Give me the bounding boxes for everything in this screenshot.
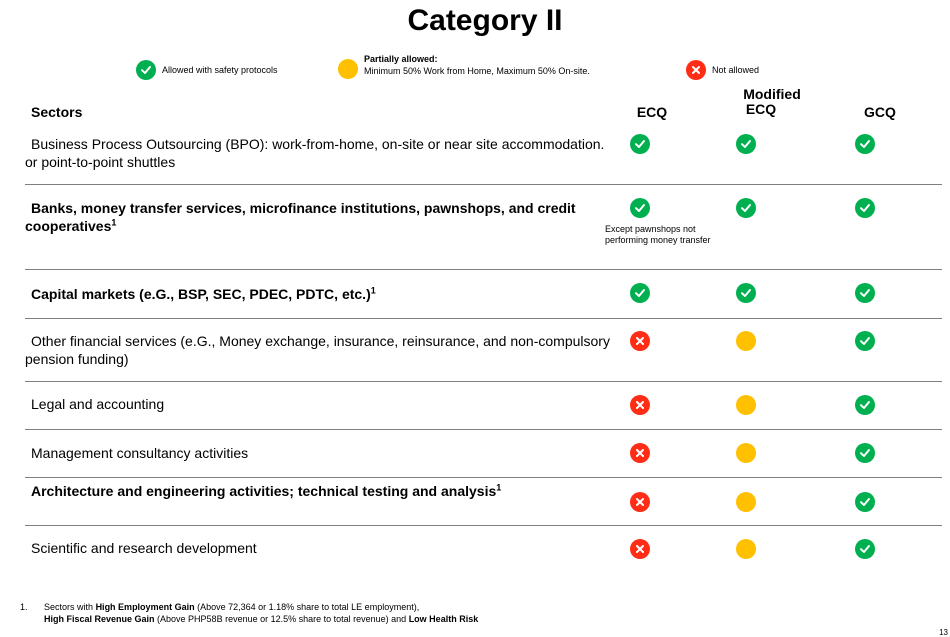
footnote-part2: (Above 72,364 or 1.18% share to total LE… (194, 602, 420, 612)
check-icon (136, 60, 156, 80)
footnote: 1. Sectors with High Employment Gain (Ab… (20, 601, 478, 625)
cross-icon (630, 331, 650, 351)
legend-partial-title: Partially allowed: (364, 54, 438, 64)
sector-label: Business Process Outsourcing (BPO): work… (25, 135, 610, 171)
check-icon (630, 134, 650, 154)
row-divider (25, 381, 942, 382)
row-divider (25, 477, 942, 478)
legend-allowed: Allowed with safety protocols (136, 60, 278, 80)
header-mecq-line1: Modified (743, 86, 801, 102)
check-icon (855, 331, 875, 351)
footnote-marker: 1 (111, 217, 117, 228)
check-icon (630, 283, 650, 303)
partial-icon (736, 539, 756, 559)
sector-label: Capital markets (e.G., BSP, SEC, PDEC, P… (25, 285, 610, 303)
partial-icon (736, 395, 756, 415)
footnote-marker: 1 (370, 285, 376, 296)
cross-icon (630, 443, 650, 463)
legend-allowed-text: Allowed with safety protocols (162, 65, 278, 75)
check-icon (855, 395, 875, 415)
cross-icon (630, 395, 650, 415)
legend-not-allowed: Not allowed (686, 60, 759, 80)
footnote-part1: Sectors with (44, 602, 96, 612)
footnote-number: 1. (20, 602, 28, 612)
sector-label: Scientific and research development (25, 539, 610, 557)
sector-label: Other financial services (e.G., Money ex… (25, 332, 610, 368)
check-icon (855, 539, 875, 559)
sector-label-text: Management consultancy activities (31, 445, 249, 461)
sector-label-text: Legal and accounting (31, 396, 165, 412)
sector-label: Legal and accounting (25, 395, 610, 413)
header-ecq: ECQ (636, 104, 668, 120)
footnote-part3: (Above PHP58B revenue or 12.5% share to … (154, 614, 409, 624)
legend-partial-text: Minimum 50% Work from Home, Maximum 50% … (364, 66, 590, 76)
check-icon (736, 283, 756, 303)
check-icon (630, 198, 650, 218)
page-title: Category II (407, 4, 563, 37)
check-icon (736, 134, 756, 154)
footnote-bold1: High Employment Gain (95, 602, 195, 612)
legend-partial: Partially allowed: Minimum 50% Work from… (338, 53, 590, 79)
check-icon (855, 443, 875, 463)
sector-label: Banks, money transfer services, microfin… (25, 199, 610, 235)
row-divider (25, 184, 942, 185)
cross-icon (630, 539, 650, 559)
row-divider (25, 429, 942, 430)
row-divider (25, 525, 942, 526)
header-sectors: Sectors (31, 104, 83, 120)
cross-icon (686, 60, 706, 80)
sector-label-text: Scientific and research development (31, 540, 257, 556)
check-icon (855, 492, 875, 512)
check-icon (855, 283, 875, 303)
header-mecq: Modified ECQ (726, 87, 818, 117)
header-mecq-line2: ECQ (745, 101, 777, 117)
row-note: Except pawnshops not performing money tr… (605, 224, 711, 245)
footnote-bold3: Low Health Risk (408, 614, 479, 624)
check-icon (855, 198, 875, 218)
sector-label: Architecture and engineering activities;… (25, 482, 610, 500)
partial-icon (736, 443, 756, 463)
sector-label-text: Architecture and engineering activities;… (31, 483, 497, 499)
check-icon (855, 134, 875, 154)
sector-label-text: Capital markets (e.G., BSP, SEC, PDEC, P… (31, 286, 371, 302)
header-gcq: GCQ (864, 104, 896, 120)
partial-icon (736, 492, 756, 512)
sector-label: Management consultancy activities (25, 444, 610, 462)
footnote-marker: 1 (496, 482, 502, 493)
partial-icon (736, 331, 756, 351)
footnote-bold2: High Fiscal Revenue Gain (44, 614, 155, 624)
sector-label-text: Business Process Outsourcing (BPO): work… (25, 136, 605, 170)
cross-icon (630, 492, 650, 512)
sector-label-text: Banks, money transfer services, microfin… (25, 200, 576, 234)
legend-not-allowed-text: Not allowed (712, 65, 760, 75)
sector-label-text: Other financial services (e.G., Money ex… (25, 333, 610, 367)
row-divider (25, 269, 942, 270)
check-icon (736, 198, 756, 218)
row-divider (25, 318, 942, 319)
partial-icon (338, 59, 358, 79)
